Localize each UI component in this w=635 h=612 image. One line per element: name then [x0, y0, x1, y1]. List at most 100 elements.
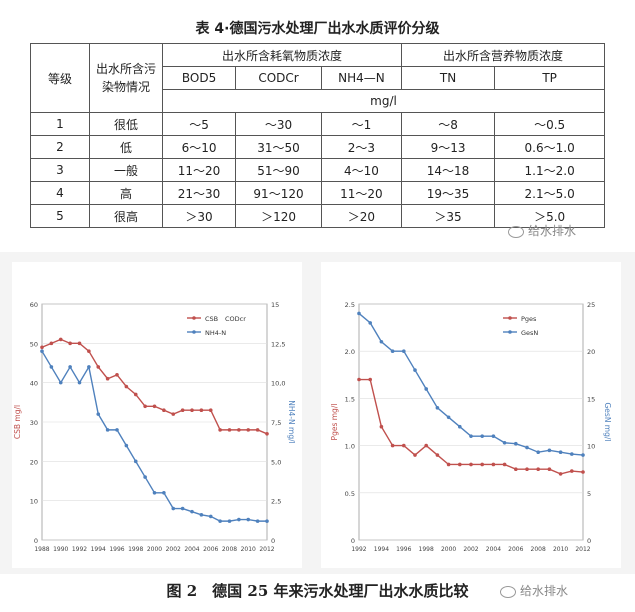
- data-point: [190, 408, 194, 412]
- cell-value: 1.1～2.0: [494, 158, 605, 182]
- y2-tick-label: 5: [587, 490, 591, 498]
- data-point: [480, 434, 484, 438]
- cell-value: ～0.5: [494, 112, 605, 136]
- x-tick-label: 1994: [91, 546, 106, 553]
- y-tick-label: 1.0: [345, 443, 355, 451]
- chart-panel-right: 0 0.5 1.0 1.5 2.0 2.5 0 5 10 15 20 25 1992 1994 1996 19…: [321, 262, 621, 568]
- y-tick-label: 50: [30, 340, 38, 348]
- y-tick-label: 60: [30, 301, 38, 309]
- data-point: [558, 450, 563, 455]
- data-point: [58, 337, 63, 342]
- data-point: [152, 404, 157, 409]
- wechat-icon: [508, 225, 524, 238]
- y2-tick-label: 10,0: [271, 380, 285, 388]
- legend-label: NH4-N: [205, 329, 226, 337]
- data-point: [357, 377, 361, 382]
- cell-grade: 2: [30, 135, 90, 159]
- y2-tick-label: 25: [587, 301, 595, 309]
- y2-tick-label: 15: [587, 395, 595, 403]
- x-tick-label: 1998: [419, 546, 434, 553]
- cell-value: 21～30: [161, 181, 237, 205]
- header-pollutant: 出水所含污染物情况: [89, 43, 163, 113]
- x-tick-label: 2010: [241, 546, 256, 553]
- x-tick-label: 1998: [128, 546, 143, 553]
- data-point: [536, 467, 540, 471]
- data-point: [218, 428, 222, 432]
- cell-value: ～1: [320, 112, 402, 136]
- cell-value: 2～3: [320, 135, 402, 159]
- y-tick-label: 0: [34, 537, 38, 545]
- cell-level: 很低: [89, 112, 163, 136]
- table-row: 2 低 6～10 31～50 2～3 9～13 0.6～1.0: [30, 135, 605, 159]
- cell-value: 6～10: [161, 135, 237, 159]
- data-point: [40, 345, 44, 350]
- data-point: [570, 452, 574, 456]
- data-point: [458, 462, 462, 467]
- data-point: [246, 517, 251, 522]
- data-point: [96, 365, 101, 369]
- x-tick-label: 1996: [396, 546, 411, 553]
- y-axis-label: CSB mg/l: [13, 405, 22, 439]
- data-point: [208, 514, 213, 519]
- legend-marker: [508, 330, 512, 334]
- data-point: [357, 311, 361, 316]
- data-point: [133, 392, 138, 397]
- data-point: [143, 475, 147, 479]
- data-point: [246, 428, 251, 432]
- data-point: [40, 349, 44, 353]
- data-point: [162, 491, 166, 495]
- y-tick-label: 30: [30, 419, 38, 427]
- data-point: [390, 443, 395, 448]
- cell-value: 91～120: [235, 181, 322, 205]
- cell-level: 低: [89, 135, 163, 159]
- y2-tick-label: 0: [271, 537, 275, 545]
- cell-grade: 5: [30, 204, 90, 228]
- table-row: 4 高 21～30 91～120 11～20 19～35 2.1～5.0: [30, 181, 605, 205]
- table-row: 3 一般 11～20 51～90 4～10 14～18 1.1～2.0: [30, 158, 605, 182]
- y2-tick-label: 2,5: [271, 498, 281, 506]
- y-tick-label: 1.5: [345, 395, 355, 403]
- y2-tick-label: 10: [587, 443, 595, 451]
- y2-tick-label: 0: [587, 537, 591, 545]
- cell-value: ～8: [400, 112, 496, 136]
- data-point: [558, 472, 563, 476]
- data-point: [105, 376, 110, 381]
- y-tick-label: 2.5: [345, 301, 355, 309]
- y2-tick-label: 20: [587, 348, 595, 356]
- data-point: [446, 462, 451, 467]
- data-point: [413, 368, 417, 372]
- data-point: [547, 448, 552, 453]
- data-point: [402, 443, 406, 448]
- data-point: [96, 412, 101, 416]
- cell-value: ＞5.0: [494, 204, 605, 228]
- cell-grade: 3: [30, 158, 90, 182]
- table-row: 1 很低 ～5 ～30 ～1 ～8 ～0.5: [30, 112, 605, 136]
- cell-value: ＞30: [161, 204, 237, 228]
- y2-tick-label: 15: [271, 301, 279, 309]
- x-tick-label: 2008: [222, 546, 237, 553]
- data-point: [390, 349, 395, 353]
- plot-area: [358, 303, 584, 541]
- data-point: [152, 491, 157, 495]
- data-point: [162, 408, 166, 412]
- data-point: [87, 349, 91, 353]
- data-point: [413, 453, 417, 457]
- data-point: [469, 462, 473, 467]
- data-point: [536, 450, 540, 455]
- data-point: [491, 434, 496, 438]
- cell-value: 11～20: [320, 181, 402, 205]
- y2-axis-label: NH4-N mg/l: [287, 400, 296, 443]
- data-point: [237, 428, 241, 432]
- y2-tick-label: 5,0: [271, 458, 281, 466]
- x-tick-label: 1990: [53, 546, 68, 553]
- y2-axis-label: GesN mg/l: [603, 402, 612, 441]
- x-tick-label: 2012: [575, 546, 590, 553]
- data-point: [115, 428, 119, 432]
- chart-p-n: 0 0.5 1.0 1.5 2.0 2.5 0 5 10 15 20 25 1992 1994 1996 19…: [330, 301, 612, 553]
- data-point: [435, 453, 440, 457]
- col-bod5: BOD5: [161, 66, 237, 90]
- cell-grade: 1: [30, 112, 90, 136]
- data-point: [379, 424, 384, 429]
- data-point: [87, 365, 91, 369]
- watermark-top: 给水排水: [508, 222, 576, 239]
